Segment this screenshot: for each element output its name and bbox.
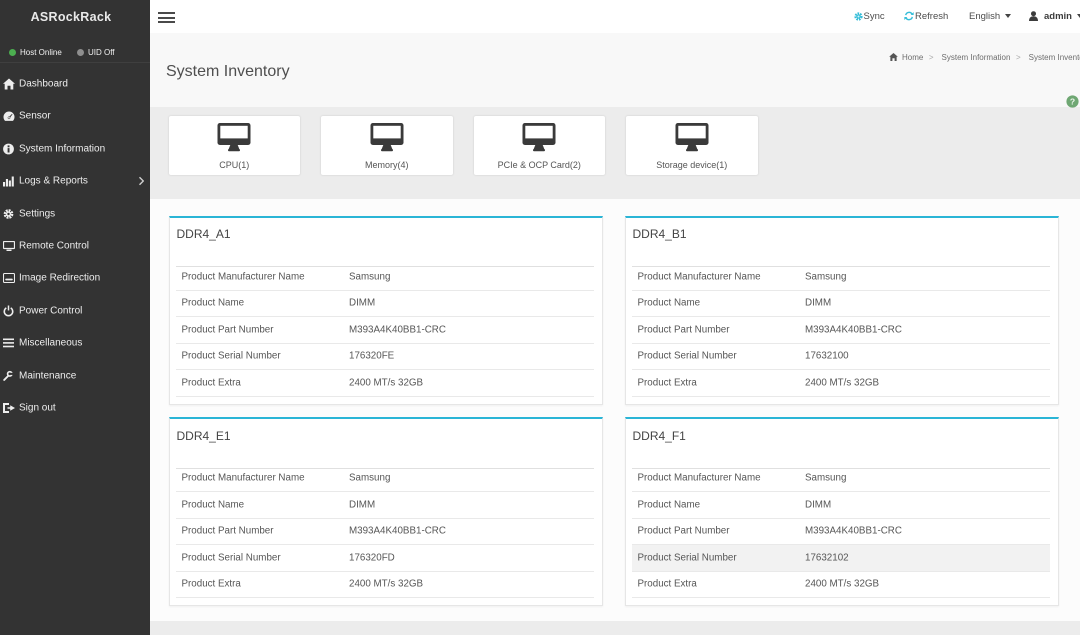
svg-text:?: ? (1070, 96, 1075, 106)
